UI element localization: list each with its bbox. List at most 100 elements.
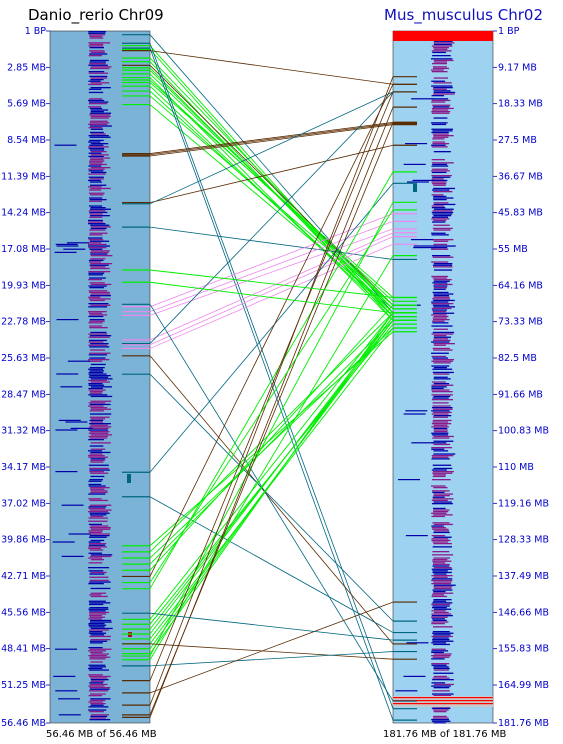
synteny-link[interactable] [149, 202, 394, 657]
feature-band [433, 687, 450, 689]
synteny-link[interactable] [149, 236, 394, 346]
synteny-link[interactable] [149, 269, 394, 298]
synteny-link[interactable] [149, 84, 394, 577]
synteny-link[interactable] [149, 171, 394, 589]
feature-band [89, 453, 103, 455]
feature-band [90, 227, 107, 230]
synteny-link[interactable] [149, 121, 394, 154]
synteny-link[interactable] [149, 144, 394, 203]
synteny-link[interactable] [149, 304, 394, 702]
feature-band [88, 623, 105, 625]
feature-band [88, 546, 107, 548]
synteny-link[interactable] [149, 124, 394, 157]
synteny-link[interactable] [149, 50, 394, 85]
feature-band [432, 298, 450, 300]
feature-band [432, 562, 446, 564]
synteny-link[interactable] [149, 312, 394, 620]
synteny-link[interactable] [149, 209, 394, 583]
feature-band [433, 82, 452, 84]
synteny-link[interactable] [149, 304, 394, 571]
synteny-link[interactable] [149, 355, 394, 645]
synteny-link[interactable] [149, 183, 394, 473]
synteny-link[interactable] [149, 651, 394, 667]
feature-band [432, 679, 454, 681]
feature-band [432, 347, 450, 350]
synteny-links [122, 34, 417, 721]
synteny-link[interactable] [149, 643, 394, 660]
synteny-link[interactable] [149, 612, 394, 641]
feature-band [433, 431, 448, 433]
feature-band [88, 493, 106, 495]
feature-band [433, 312, 455, 314]
feature-band [432, 571, 452, 574]
synteny-link[interactable] [149, 601, 394, 694]
synteny-link[interactable] [149, 91, 394, 344]
feature-band [90, 714, 109, 716]
feature-band [88, 695, 103, 697]
feature-band [433, 599, 452, 601]
left-tick-label: 28.47 MB [1, 389, 46, 400]
synteny-link[interactable] [149, 220, 394, 313]
feature-band [88, 141, 101, 143]
feature-band [88, 173, 106, 175]
right-tick-label: 1 BP [498, 26, 520, 37]
synteny-link[interactable] [149, 312, 394, 654]
synteny-link[interactable] [149, 213, 394, 308]
feature-band [433, 293, 454, 295]
synteny-link[interactable] [149, 232, 394, 341]
feature-band [89, 615, 102, 617]
synteny-link[interactable] [149, 226, 394, 260]
synteny-link[interactable] [149, 43, 394, 709]
feature-band [90, 442, 111, 444]
synteny-link[interactable] [149, 91, 394, 681]
synteny-link[interactable] [149, 79, 394, 302]
synteny-link[interactable] [149, 312, 394, 553]
feature-band [433, 306, 456, 308]
synteny-link[interactable] [149, 281, 394, 314]
feature-band [433, 199, 447, 201]
feature-band [433, 523, 453, 526]
synteny-link[interactable] [149, 373, 394, 622]
feature-band [89, 125, 112, 127]
synteny-link[interactable] [149, 76, 394, 706]
feature-band [88, 303, 109, 305]
synteny-link[interactable] [149, 320, 394, 565]
feature-band [433, 587, 452, 590]
feature-band [90, 459, 105, 462]
synteny-link[interactable] [149, 243, 394, 349]
feature-band [431, 218, 450, 220]
feature-band [88, 354, 107, 356]
feature-band [89, 471, 104, 473]
synteny-link[interactable] [149, 48, 394, 721]
synteny-link[interactable] [149, 228, 394, 316]
feature-band [89, 53, 108, 55]
right-tick-label: 119.16 MB [498, 498, 549, 509]
feature-band [66, 242, 89, 244]
synteny-link[interactable] [149, 255, 394, 660]
feature-band [433, 349, 453, 351]
feature-band [89, 391, 103, 393]
feature-band [433, 675, 447, 678]
feature-band [90, 539, 105, 542]
synteny-link[interactable] [149, 327, 394, 559]
feature-band [432, 51, 446, 54]
feature-band [433, 219, 447, 222]
feature-band [53, 675, 76, 677]
synteny-link[interactable] [149, 331, 394, 547]
synteny-link[interactable] [149, 95, 394, 306]
synteny-link[interactable] [149, 496, 394, 633]
left-tick-label: 25.63 MB [1, 353, 46, 364]
feature-band [88, 45, 104, 47]
feature-band [431, 394, 453, 396]
feature-band [431, 111, 451, 113]
synteny-link[interactable] [149, 65, 394, 306]
synteny-link[interactable] [149, 90, 394, 314]
feature-band [432, 592, 454, 594]
synteny-link[interactable] [149, 123, 394, 156]
synteny-link[interactable] [149, 104, 394, 310]
synteny-link[interactable] [149, 106, 394, 718]
feature-band [90, 525, 109, 527]
synteny-link[interactable] [149, 91, 394, 205]
feature-band [431, 594, 445, 596]
feature-marker [413, 184, 417, 192]
